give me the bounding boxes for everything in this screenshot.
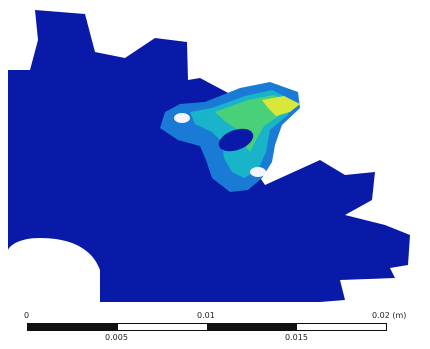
scale-segment — [296, 324, 386, 330]
scale-bar — [27, 323, 387, 331]
scale-segment — [117, 324, 207, 330]
scale-label-0-015: 0.015 — [285, 333, 308, 342]
scale-label-0-01: 0.01 — [197, 311, 215, 320]
scale-label-0: 0 — [24, 311, 30, 320]
hole-marker — [250, 167, 266, 177]
contour-zone-peak — [262, 96, 300, 116]
scale-segment — [207, 324, 297, 330]
contour-core — [218, 128, 254, 152]
hole-marker — [174, 113, 190, 123]
scale-label-0-02: 0.02 (m) — [372, 311, 407, 320]
scale-label-0-005: 0.005 — [105, 333, 128, 342]
scale-segment — [28, 324, 118, 330]
